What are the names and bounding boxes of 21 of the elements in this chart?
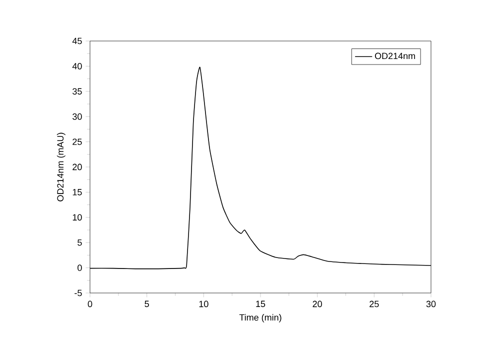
- x-tick-label: 10: [199, 300, 208, 308]
- y-tick-label: 40: [72, 63, 82, 70]
- y-tick-label: 15: [72, 189, 82, 196]
- y-tick-label: 45: [72, 38, 82, 44]
- x-axis-title: Time (min): [239, 314, 282, 322]
- y-tick-label: 5: [78, 239, 82, 246]
- y-axis-title: OD214nm (mAU): [56, 132, 66, 202]
- y-tick-label: 30: [72, 113, 82, 120]
- y-tick-label: -5: [74, 290, 82, 296]
- x-tick-label: 20: [312, 300, 322, 308]
- y-tick-label: 0: [78, 264, 82, 271]
- y-tick-label: 10: [72, 214, 82, 221]
- y-tick-label: 20: [72, 164, 82, 170]
- x-tick-label: 15: [256, 300, 266, 308]
- x-tick-label: 25: [370, 300, 379, 308]
- y-tick-label: 35: [72, 88, 82, 95]
- legend-label: OD214nm: [374, 52, 415, 60]
- x-tick-label: 30: [426, 300, 436, 308]
- x-tick-label: 0: [88, 300, 92, 308]
- x-tick-label: 5: [144, 300, 149, 308]
- y-tick-label: 25: [72, 138, 82, 145]
